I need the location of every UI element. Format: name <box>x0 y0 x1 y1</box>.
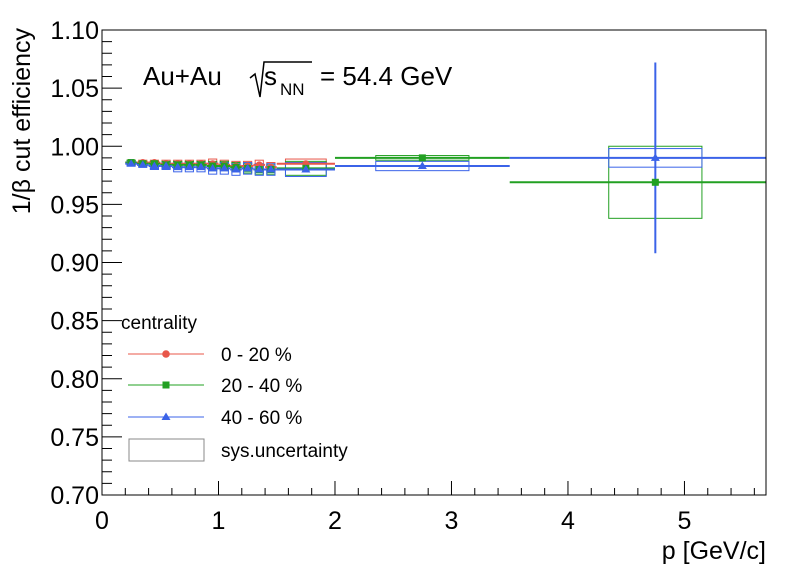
data-point-40-60 <box>266 165 276 173</box>
legend-label-sys: sys.uncertainty <box>221 441 348 462</box>
data-point-20-40 <box>651 178 659 186</box>
y-tick-label: 0.85 <box>50 308 99 336</box>
y-tick-label: 1.10 <box>50 17 99 45</box>
x-tick-label: 0 <box>95 507 109 535</box>
data-point-20-40 <box>418 154 426 162</box>
x-tick-label: 3 <box>445 507 459 535</box>
legend-marker-20-40 <box>162 381 170 389</box>
sqrt-sign <box>249 61 312 98</box>
legend-marker-0-20 <box>162 350 170 358</box>
x-axis: 0 1 2 3 4 5 <box>95 481 755 535</box>
y-tick-label: 0.95 <box>50 191 99 219</box>
x-tick-label: 5 <box>678 507 692 535</box>
data-point-40-60 <box>208 163 218 172</box>
legend-entry-40-60: 40 - 60 % <box>128 408 302 429</box>
annotation-s: s <box>264 61 277 91</box>
data-point-40-60 <box>417 161 427 170</box>
data-point-40-60 <box>161 161 171 170</box>
data-point-40-60 <box>650 153 660 161</box>
x-tick-label: 1 <box>212 507 226 535</box>
data-point-40-60 <box>301 165 311 173</box>
y-tick-label: 1.00 <box>50 133 99 161</box>
data-point-40-60 <box>138 160 148 168</box>
legend-label-40-60: 40 - 60 % <box>221 408 302 429</box>
x-tick-label: 2 <box>328 507 342 535</box>
data-point-40-60 <box>149 161 159 170</box>
collision-annotation: Au+Au s NN = 54.4 GeV <box>143 61 453 99</box>
legend: centrality 0 - 20 % 20 - 40 % 40 - 60 % … <box>121 313 348 462</box>
legend-label-20-40: 20 - 40 % <box>221 376 302 397</box>
legend-entry-0-20: 0 - 20 % <box>128 345 292 366</box>
annotation-system: Au+Au <box>143 61 222 91</box>
y-tick-label: 1.05 <box>50 75 99 103</box>
annotation-nn: NN <box>280 80 305 99</box>
data-point-40-60 <box>219 163 229 172</box>
legend-entry-sys: sys.uncertainty <box>128 438 348 462</box>
data-point-40-60 <box>254 165 264 173</box>
x-tick-label: 4 <box>561 507 575 535</box>
legend-sys-box <box>128 438 205 462</box>
data-point-40-60 <box>231 165 241 173</box>
data-markers <box>126 153 660 186</box>
y-axis-title: 1/β cut efficiency <box>8 28 36 215</box>
data-point-40-60 <box>173 162 183 171</box>
y-tick-label: 0.75 <box>50 424 99 452</box>
legend-label-0-20: 0 - 20 % <box>221 345 292 366</box>
data-point-40-60 <box>126 159 136 167</box>
y-tick-label: 0.70 <box>50 482 99 510</box>
y-tick-label: 0.80 <box>50 366 99 394</box>
data-point-40-60 <box>243 163 253 172</box>
legend-marker-40-60 <box>161 412 171 420</box>
legend-header: centrality <box>121 313 198 334</box>
legend-entry-20-40: 20 - 40 % <box>128 376 302 397</box>
x-axis-title: p [GeV/c] <box>662 537 766 565</box>
y-axis: 0.70 0.75 0.80 0.85 0.90 0.95 1.00 1.05 1.10 <box>50 17 122 510</box>
data-point-40-60 <box>196 162 206 171</box>
y-tick-label: 0.90 <box>50 250 99 278</box>
data-point-40-60 <box>184 162 194 171</box>
annotation-energy: = 54.4 GeV <box>320 61 453 91</box>
